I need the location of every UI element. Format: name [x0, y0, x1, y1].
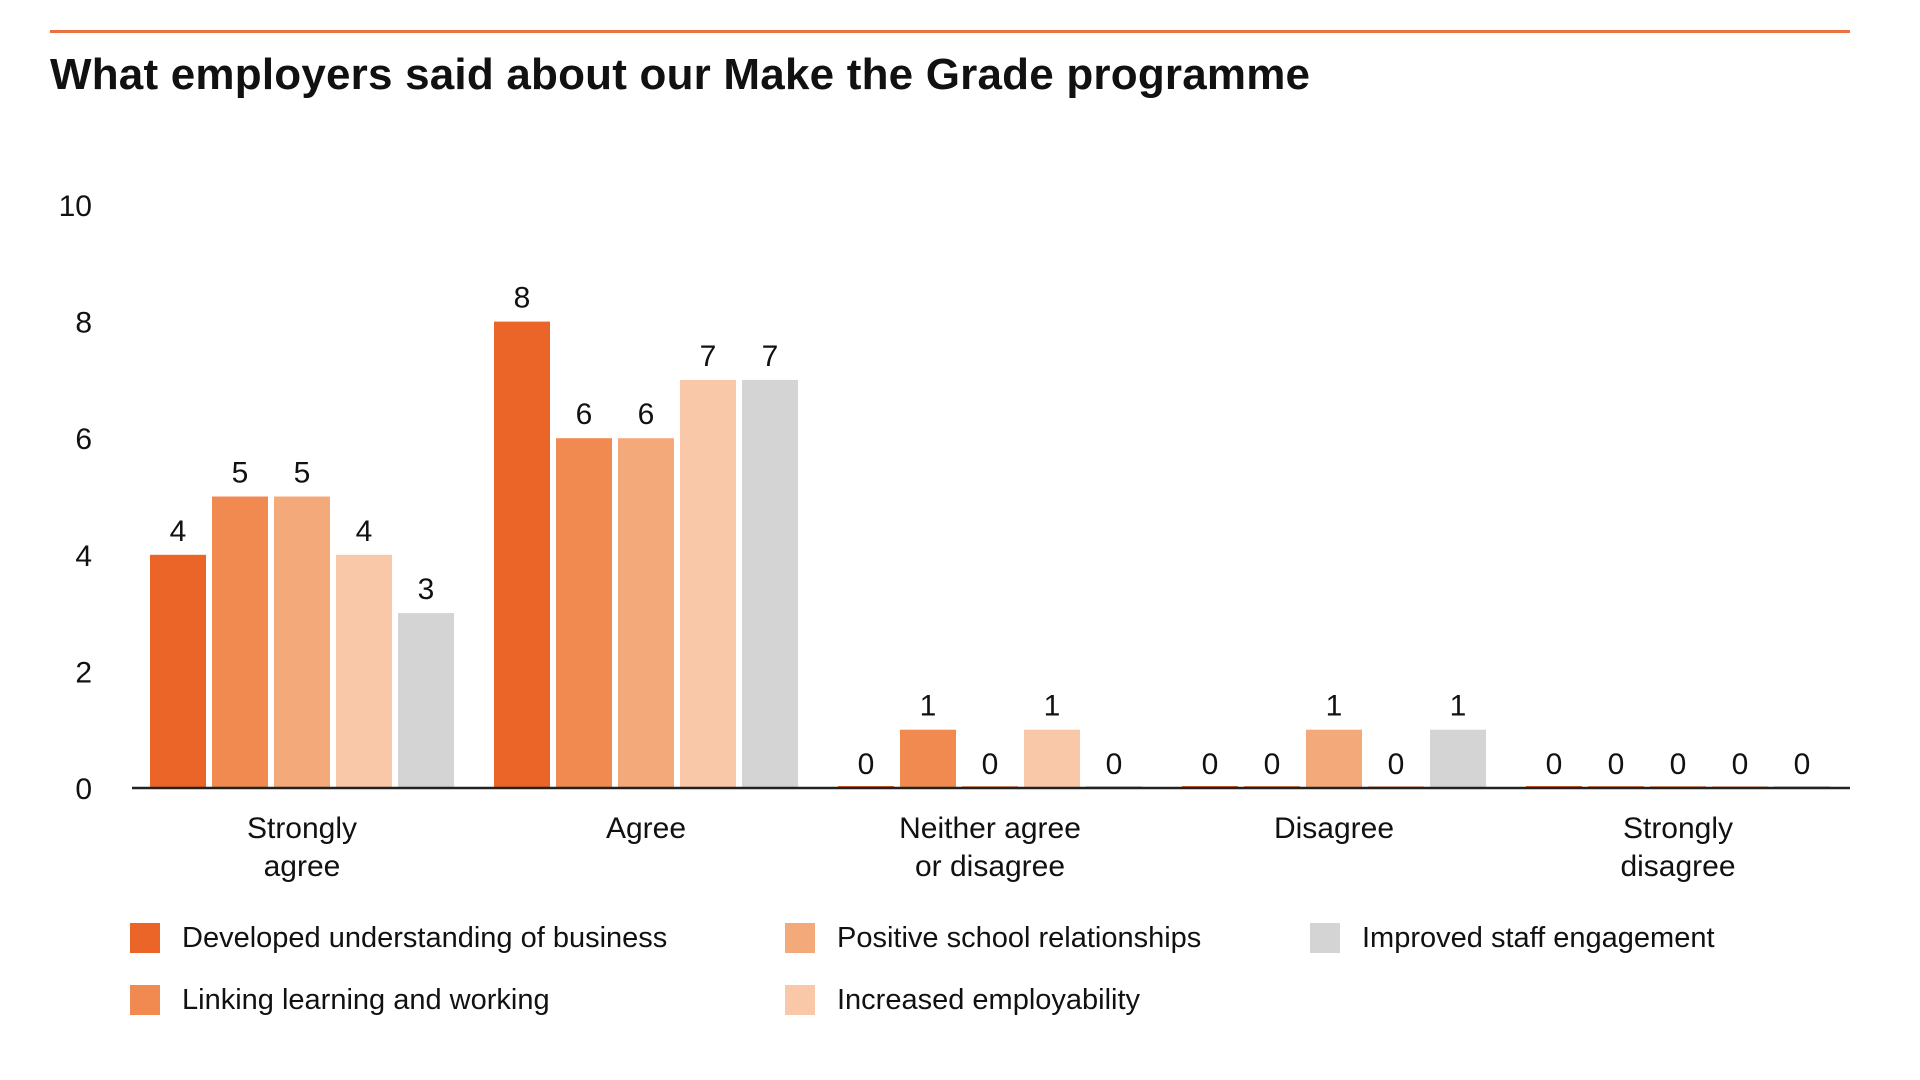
legend-label: Developed understanding of business — [182, 921, 668, 954]
x-category-label: agree — [264, 850, 341, 883]
bar — [742, 379, 798, 788]
bar-value-label: 0 — [1546, 748, 1563, 781]
bar-value-label: 0 — [1264, 748, 1281, 781]
bar-value-label: 7 — [700, 340, 717, 373]
legend-swatch — [130, 985, 160, 1015]
bar — [1430, 729, 1486, 788]
x-category-label: disagree — [1620, 850, 1735, 883]
y-tick-label: 0 — [75, 773, 92, 806]
bar-value-label: 0 — [1732, 748, 1749, 781]
bar-value-label: 0 — [858, 748, 875, 781]
bar — [336, 554, 392, 788]
legend-item: Developed understanding of business — [130, 918, 667, 958]
bar-value-label: 0 — [1608, 748, 1625, 781]
bar-value-label: 8 — [514, 282, 531, 315]
bar — [1024, 729, 1080, 788]
bar — [398, 613, 454, 788]
bar-value-label: 4 — [356, 515, 373, 548]
bar-value-label: 0 — [1388, 748, 1405, 781]
bar-value-label: 0 — [1794, 748, 1811, 781]
x-category-label: Agree — [606, 812, 686, 845]
chart-legend: Developed understanding of business Posit… — [130, 918, 1830, 1048]
bar — [1306, 729, 1362, 788]
bar — [212, 496, 268, 788]
legend-swatch — [785, 923, 815, 953]
bar-value-label: 1 — [1450, 690, 1467, 723]
legend-swatch — [1310, 923, 1340, 953]
bar-value-label: 7 — [762, 340, 779, 373]
bar — [556, 438, 612, 788]
legend-label: Increased employability — [837, 983, 1141, 1016]
bar — [900, 729, 956, 788]
legend-item: Positive school relationships — [785, 918, 1201, 958]
legend-item: Increased employability — [785, 980, 1140, 1020]
legend-label: Positive school relationships — [837, 921, 1202, 954]
legend-swatch — [130, 923, 160, 953]
y-tick-label: 10 — [59, 190, 92, 223]
bar-value-label: 1 — [1044, 690, 1061, 723]
bar-value-label: 6 — [576, 398, 593, 431]
bar-value-label: 5 — [294, 457, 311, 490]
bar-value-label: 4 — [170, 515, 187, 548]
bar-value-label: 1 — [1326, 690, 1343, 723]
bar — [618, 438, 674, 788]
title-rule — [50, 30, 1850, 33]
x-category-label: Strongly — [247, 812, 357, 845]
bar — [150, 554, 206, 788]
bar-value-label: 5 — [232, 457, 249, 490]
y-tick-label: 2 — [75, 656, 92, 689]
x-category-label: or disagree — [915, 850, 1065, 883]
x-category-label: Disagree — [1274, 812, 1394, 845]
bar-value-label: 3 — [418, 573, 435, 606]
legend-swatch — [785, 985, 815, 1015]
legend-item: Improved staff engagement — [1310, 918, 1715, 958]
x-category-label: Neither agree — [899, 812, 1081, 845]
bar-value-label: 0 — [982, 748, 999, 781]
bar-value-label: 0 — [1670, 748, 1687, 781]
legend-label: Improved staff engagement — [1362, 921, 1715, 954]
bar-value-label: 6 — [638, 398, 655, 431]
bar-value-label: 0 — [1106, 748, 1123, 781]
bar — [274, 496, 330, 788]
bar — [680, 379, 736, 788]
chart-title: What employers said about our Make the G… — [50, 50, 1311, 99]
y-tick-label: 6 — [75, 423, 92, 456]
legend-label: Linking learning and working — [182, 983, 550, 1016]
bar-value-label: 0 — [1202, 748, 1219, 781]
x-category-label: Strongly — [1623, 812, 1733, 845]
bar-value-label: 1 — [920, 690, 937, 723]
legend-item: Linking learning and working — [130, 980, 550, 1020]
y-tick-label: 8 — [75, 307, 92, 340]
bar — [494, 321, 550, 788]
y-tick-label: 4 — [75, 540, 92, 573]
